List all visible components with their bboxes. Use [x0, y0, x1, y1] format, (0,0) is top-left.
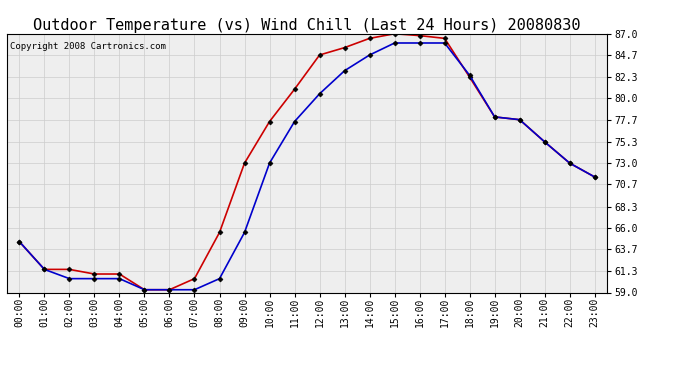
Text: Copyright 2008 Cartronics.com: Copyright 2008 Cartronics.com: [10, 42, 166, 51]
Title: Outdoor Temperature (vs) Wind Chill (Last 24 Hours) 20080830: Outdoor Temperature (vs) Wind Chill (Las…: [33, 18, 581, 33]
